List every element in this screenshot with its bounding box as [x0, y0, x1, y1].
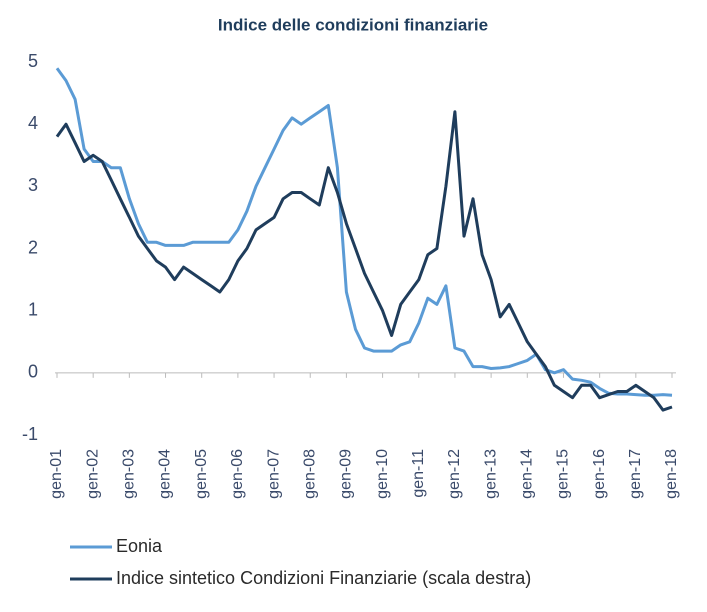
- series-line: [55, 67, 673, 397]
- x-tick-label: gen-17: [627, 449, 644, 499]
- y-tick-label: 5: [28, 51, 38, 71]
- y-tick-label: -1: [22, 424, 38, 444]
- x-tick-label: gen-04: [157, 449, 174, 499]
- x-tick-label: gen-15: [555, 449, 572, 499]
- y-tick-label: 3: [28, 175, 38, 195]
- x-tick-label: gen-09: [338, 449, 355, 499]
- x-tick-label: gen-18: [663, 449, 680, 499]
- x-tick-label: gen-11: [410, 449, 427, 498]
- x-tick-label: gen-12: [446, 449, 463, 499]
- x-tick-label: gen-14: [519, 449, 536, 499]
- x-tick-label: gen-02: [84, 449, 101, 499]
- chart-title: Indice delle condizioni finanziarie: [218, 15, 488, 34]
- legend-label: Indice sintetico Condizioni Finanziarie …: [116, 568, 531, 588]
- x-tick-label: gen-06: [229, 449, 246, 499]
- x-tick-label: gen-07: [265, 449, 282, 499]
- legend-label: Eonia: [116, 536, 163, 556]
- x-tick-label: gen-01: [48, 449, 65, 499]
- x-tick-label: gen-16: [591, 449, 608, 499]
- y-tick-label: 2: [28, 237, 38, 257]
- x-tick-label: gen-10: [374, 449, 391, 499]
- x-tick-label: gen-03: [121, 449, 138, 499]
- x-tick-label: gen-13: [482, 449, 499, 499]
- series-line: [55, 110, 673, 412]
- x-tick-label: gen-08: [301, 449, 318, 499]
- y-tick-label: 4: [28, 113, 38, 133]
- y-tick-label: 1: [28, 299, 38, 319]
- x-tick-label: gen-05: [193, 449, 210, 499]
- y-tick-label: 0: [28, 362, 38, 382]
